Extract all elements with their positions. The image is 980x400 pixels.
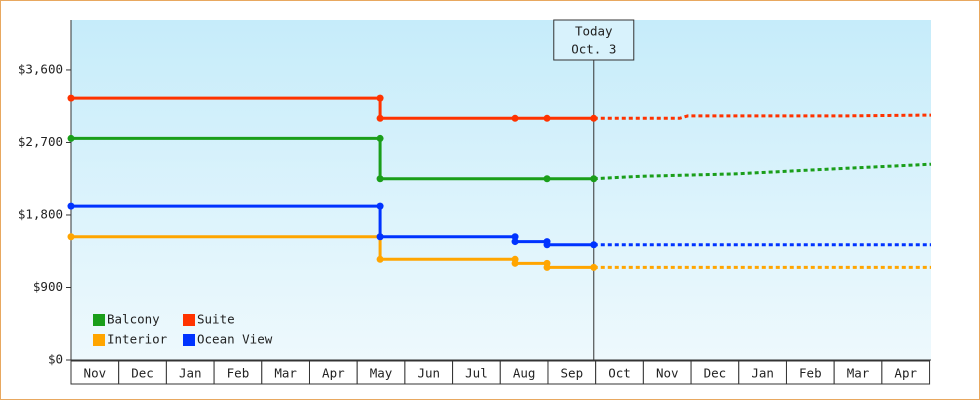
x-tick-label: Sep	[561, 366, 584, 381]
legend-swatch	[183, 334, 195, 346]
price-point	[511, 238, 519, 246]
legend-label: Balcony	[107, 312, 160, 327]
x-tick-label: Jan	[751, 366, 774, 381]
price-point	[376, 202, 384, 210]
price-point	[511, 114, 519, 122]
x-tick-label: Apr	[322, 366, 345, 381]
category-cell	[881, 360, 931, 385]
price-point	[543, 114, 551, 122]
x-tick-label: May	[370, 366, 393, 381]
x-tick-label: Jul	[465, 366, 488, 381]
y-tick-label: $900	[33, 279, 63, 294]
price-point	[543, 263, 551, 271]
x-tick-label: Feb	[799, 366, 822, 381]
price-point	[376, 134, 384, 142]
price-point	[67, 202, 75, 210]
legend-swatch	[93, 334, 105, 346]
today-box	[553, 19, 635, 61]
x-tick-label: Aug	[513, 366, 536, 381]
x-tick-label: Apr	[894, 366, 917, 381]
x-tick-label: Jun	[417, 366, 440, 381]
price-point	[590, 175, 598, 183]
plot-area	[71, 20, 931, 360]
price-point	[376, 175, 384, 183]
x-tick-label: Mar	[847, 366, 870, 381]
x-tick-label: Dec	[704, 366, 727, 381]
price-point	[67, 134, 75, 142]
forecast-line	[593, 162, 932, 181]
price-point	[511, 233, 519, 241]
y-tick-label: $3,600	[18, 61, 63, 76]
price-point	[376, 255, 384, 263]
legend-swatch	[183, 314, 195, 326]
price-point	[67, 94, 75, 102]
price-point	[376, 233, 384, 241]
legend-label: Suite	[197, 312, 235, 327]
x-tick-label: Dec	[131, 366, 154, 381]
y-tick-label: $1,800	[18, 206, 63, 221]
price-point	[376, 94, 384, 102]
y-tick-label: $0	[48, 352, 63, 367]
x-tick-label: Nov	[84, 366, 107, 381]
price-point	[67, 233, 75, 241]
x-tick-label: Jan	[179, 366, 202, 381]
x-tick-label: Mar	[274, 366, 297, 381]
y-tick-label: $2,700	[18, 134, 63, 149]
x-tick-label: Nov	[656, 366, 679, 381]
x-tick-label: Feb	[227, 366, 250, 381]
price-point	[376, 114, 384, 122]
price-point	[543, 175, 551, 183]
price-line	[71, 96, 594, 120]
price-point	[590, 114, 598, 122]
price-point	[543, 241, 551, 249]
price-point	[590, 241, 598, 249]
legend-label: Ocean View	[197, 332, 273, 347]
legend-swatch	[93, 314, 105, 326]
legend-label: Interior	[107, 332, 168, 347]
price-point	[511, 259, 519, 267]
forecast-line	[593, 113, 932, 120]
price-point	[590, 263, 598, 271]
today-label: Oct. 3	[571, 42, 616, 57]
today-label: Today	[575, 24, 613, 39]
x-tick-label: Oct	[608, 366, 631, 381]
